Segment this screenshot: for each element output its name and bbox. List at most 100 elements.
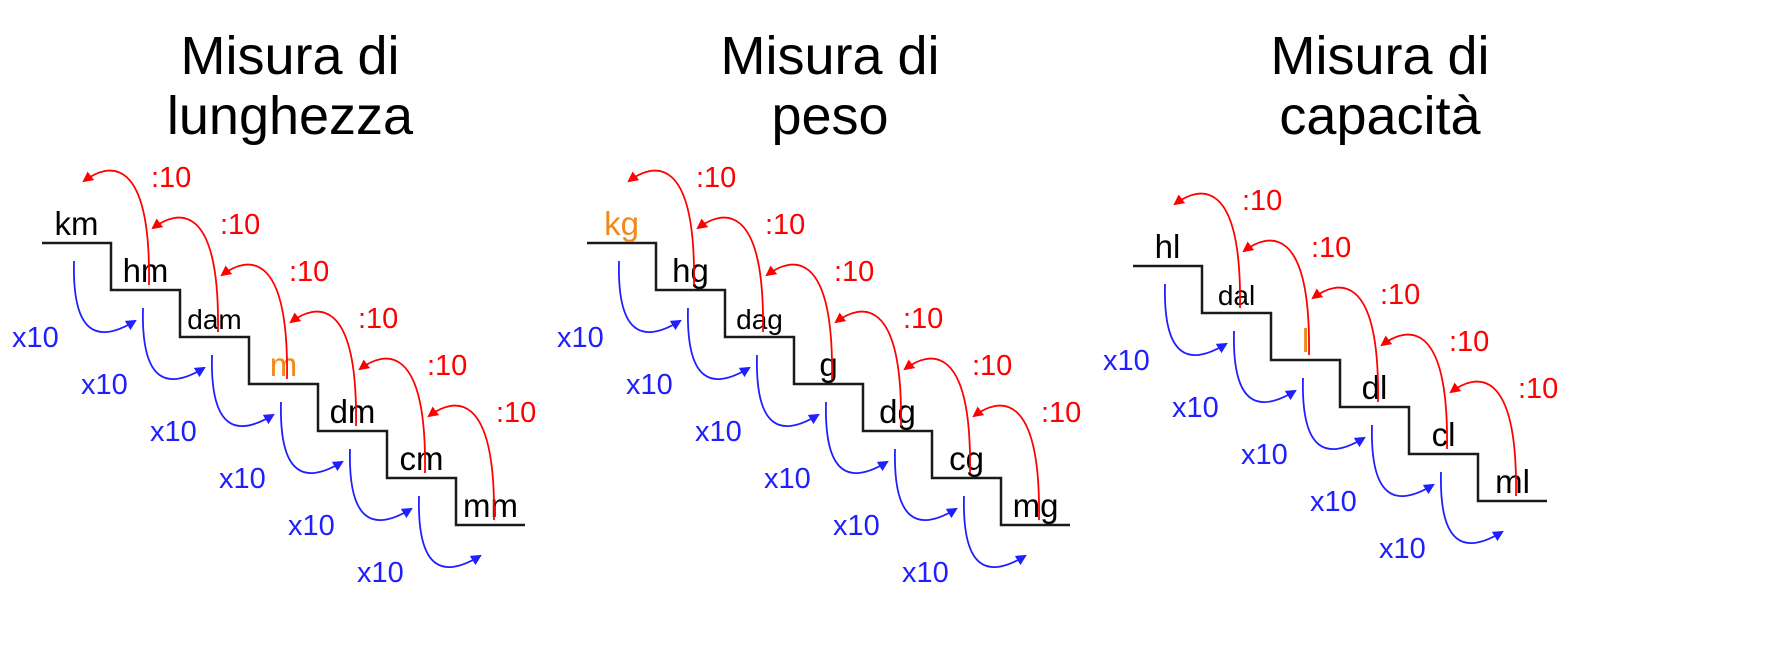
title-capacity-line2: capacità: [1279, 86, 1481, 146]
unit-label-g: g: [819, 346, 837, 383]
multiply-label: x10: [1310, 486, 1357, 518]
divide-arrow: [1173, 192, 1241, 309]
divide-arrow: [1380, 333, 1448, 450]
multiply-label: x10: [764, 463, 811, 495]
multiply-arrow: [687, 307, 751, 381]
divide-arrow: [765, 263, 833, 380]
multiply-arrow: [1440, 471, 1504, 545]
multiply-arrow: [142, 307, 206, 381]
unit-label-dam: dam: [187, 304, 241, 335]
multiply-label: x10: [1379, 533, 1426, 565]
multiply-arrow: [73, 260, 137, 334]
multiply-label: x10: [1103, 345, 1150, 377]
stairs-length-steps: [42, 241, 525, 527]
divide-arrow: [220, 263, 288, 380]
divide-label: :10: [696, 162, 736, 194]
unit-label-kg: kg: [604, 205, 639, 242]
multiply-arrow: [211, 354, 275, 428]
divide-label: :10: [765, 209, 805, 241]
divide-label: :10: [220, 209, 260, 241]
divide-label: :10: [427, 350, 467, 382]
divide-arrow: [289, 310, 357, 427]
divide-arrow: [427, 404, 495, 521]
divide-label: :10: [289, 256, 329, 288]
title-length: Misura di lunghezza: [30, 26, 550, 146]
stairs-capacity: hl dal l dl cl ml :10 x10 :10 x10 :10 x10 :10 x10 :10 x…: [1103, 185, 1558, 565]
divide-label: :10: [1242, 185, 1282, 217]
title-length-line1: Misura di: [180, 26, 400, 86]
multiply-label: x10: [1241, 439, 1288, 471]
multiply-arrow: [618, 260, 682, 334]
multiply-label: x10: [1172, 392, 1219, 424]
unit-label-ml: ml: [1495, 463, 1530, 500]
divide-label: :10: [903, 303, 943, 335]
multiply-label: x10: [357, 557, 404, 589]
multiply-label: x10: [12, 322, 59, 354]
divide-label: :10: [358, 303, 398, 335]
divide-arrow: [972, 404, 1040, 521]
unit-label-dg: dg: [879, 393, 916, 430]
unit-label-l: l: [1302, 322, 1309, 359]
multiply-arrow: [280, 401, 344, 475]
unit-label-cm: cm: [400, 440, 444, 477]
divide-arrow: [834, 310, 902, 427]
title-weight-line1: Misura di: [720, 26, 940, 86]
multiply-label: x10: [902, 557, 949, 589]
multiply-label: x10: [626, 369, 673, 401]
divide-arrow: [82, 169, 150, 286]
unit-label-hg: hg: [672, 252, 709, 289]
unit-label-dag: dag: [736, 304, 783, 335]
multiply-label: x10: [81, 369, 128, 401]
unit-label-mm: mm: [463, 487, 518, 524]
unit-label-cl: cl: [1432, 416, 1456, 453]
multiply-label: x10: [219, 463, 266, 495]
divide-arrow: [358, 357, 426, 474]
multiply-label: x10: [288, 510, 335, 542]
divide-arrow: [1311, 286, 1379, 403]
divide-arrow: [696, 216, 764, 333]
multiply-label: x10: [833, 510, 880, 542]
unit-label-dal: dal: [1218, 280, 1255, 311]
unit-label-dl: dl: [1362, 369, 1388, 406]
unit-label-km: km: [55, 205, 99, 242]
divide-arrow: [151, 216, 219, 333]
unit-label-dm: dm: [330, 393, 376, 430]
multiply-arrow: [825, 401, 889, 475]
title-weight: Misura di peso: [570, 26, 1090, 146]
divide-label: :10: [496, 397, 536, 429]
multiply-label: x10: [557, 322, 604, 354]
multiply-arrow: [1164, 283, 1228, 357]
stairs-capacity-steps: [1133, 264, 1547, 503]
divide-arrow: [627, 169, 695, 286]
multiply-arrow: [418, 495, 482, 569]
divide-label: :10: [1041, 397, 1081, 429]
multiply-arrow: [1233, 330, 1297, 404]
unit-label-cg: cg: [949, 440, 984, 477]
unit-label-hl: hl: [1155, 228, 1181, 265]
divide-label: :10: [1449, 326, 1489, 358]
multiply-label: x10: [150, 416, 197, 448]
divide-label: :10: [834, 256, 874, 288]
title-length-line2: lunghezza: [166, 86, 414, 146]
unit-label-mg: mg: [1013, 487, 1059, 524]
title-capacity-line1: Misura di: [1270, 26, 1490, 86]
multiply-arrow: [1302, 377, 1366, 451]
divide-label: :10: [1311, 232, 1351, 264]
divide-arrow: [1242, 239, 1310, 356]
title-weight-line2: peso: [771, 86, 889, 146]
divide-label: :10: [151, 162, 191, 194]
stairs-weight-steps: [587, 241, 1070, 527]
unit-label-hm: hm: [123, 252, 169, 289]
unit-label-m: m: [270, 346, 298, 383]
divide-arrow: [903, 357, 971, 474]
multiply-arrow: [1371, 424, 1435, 498]
multiply-label: x10: [695, 416, 742, 448]
divide-label: :10: [1380, 279, 1420, 311]
title-capacity: Misura di capacità: [1120, 26, 1640, 146]
divide-label: :10: [972, 350, 1012, 382]
multiply-arrow: [756, 354, 820, 428]
divide-label: :10: [1518, 373, 1558, 405]
